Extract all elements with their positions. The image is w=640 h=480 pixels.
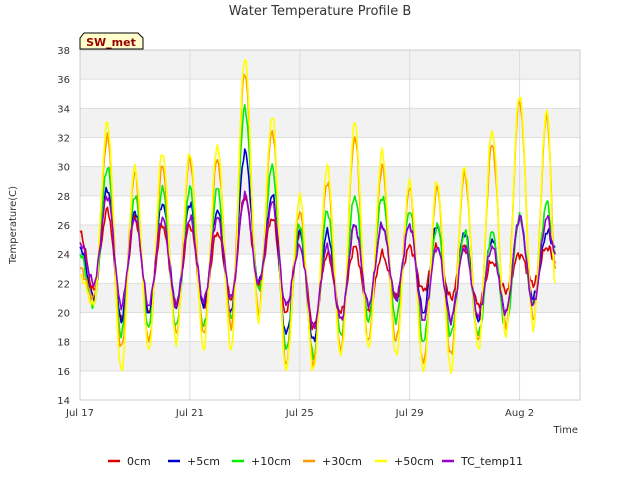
legend-label: TC_temp11 [460,455,523,468]
legend-label: +30cm [322,455,362,468]
background-band [80,341,580,371]
site-tag-box [79,32,144,50]
x-tick-label: Jul 25 [285,408,314,419]
y-tick-label: 32 [57,134,70,145]
series-layer [79,59,557,375]
y-tick-label: 30 [57,163,70,174]
y-axis-ticks: 14 16 18 20 22 24 26 28 30 32 34 36 38 [57,46,70,407]
y-tick-label: 20 [57,309,70,320]
x-tick-label: Jul 17 [65,408,94,419]
y-tick-label: 14 [57,396,70,407]
legend-label: 0cm [127,455,151,468]
y-tick-label: 36 [57,75,70,86]
background-band [80,312,580,342]
y-tick-label: 18 [57,338,70,349]
x-tick-label: Jul 29 [395,408,424,419]
y-tick-label: 26 [57,221,70,232]
y-tick-label: 22 [57,279,70,290]
y-tick-label: 16 [57,367,70,378]
legend-label: +5cm [187,455,220,468]
x-axis-label: Time [553,425,578,436]
site-tag-label: SW_met [86,36,136,49]
background-band [80,137,580,167]
chart-title: Water Temperature Profile B [229,4,412,19]
series-line-tc-temp11 [79,190,557,330]
y-tick-label: 34 [57,104,70,115]
plot-area-border [79,49,581,401]
x-axis-ticks: Jul 17 Jul 21 Jul 25 Jul 29 Aug 2 [65,408,534,419]
background-band [80,79,580,109]
y-tick-label: 24 [57,250,70,261]
site-tag: SW_met [79,32,144,50]
background-band [80,283,580,313]
series-line--50cm [79,59,557,375]
y-tick-label: 38 [57,46,70,57]
background-band [80,108,580,138]
legend-label: +10cm [251,455,291,468]
background-band [80,50,580,80]
y-axis-label: Temperature(C) [8,186,19,265]
background-band [80,370,580,400]
x-tick-label: Aug 2 [505,408,534,419]
legend: 0cm +5cm +10cm +30cm +50cm TC_temp11 [108,455,523,468]
y-tick-label: 28 [57,192,70,203]
x-tick-label: Jul 21 [175,408,204,419]
legend-label: +50cm [394,455,434,468]
